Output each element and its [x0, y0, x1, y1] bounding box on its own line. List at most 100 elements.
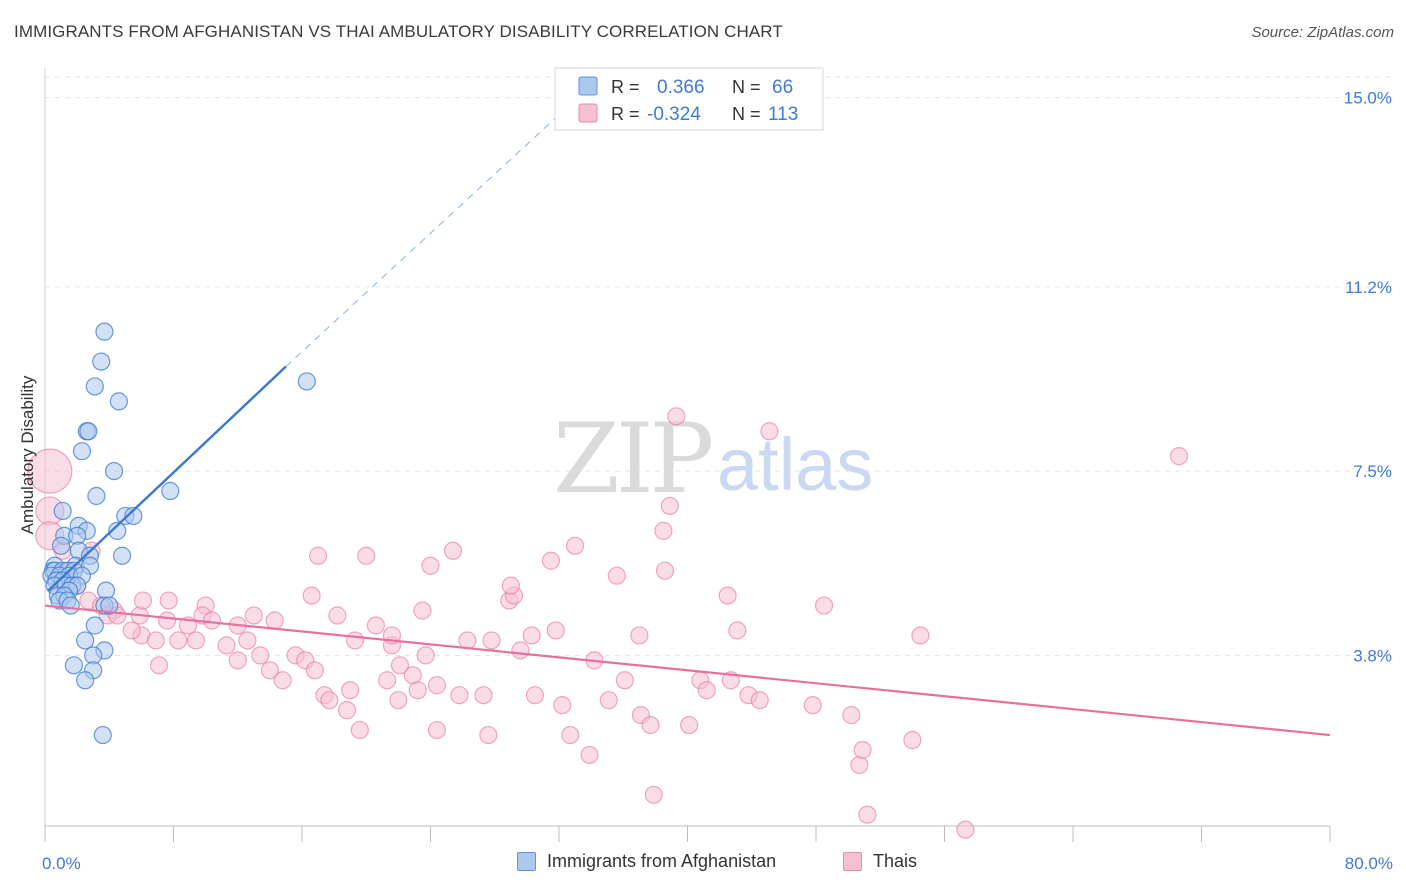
- thais-point: [760, 422, 779, 441]
- thais-point: [308, 546, 328, 565]
- legend-label-afghanistan: Immigrants from Afghanistan: [547, 851, 777, 871]
- thais-point: [814, 596, 834, 615]
- thais-point: [750, 691, 769, 710]
- legend-item-afghanistan: Immigrants from Afghanistan: [517, 851, 776, 872]
- thais-point: [320, 691, 339, 710]
- afghanistan-point: [85, 616, 104, 635]
- afghanistan-point: [72, 442, 92, 461]
- x-tick-label-max: 80.0%: [1345, 854, 1393, 873]
- thais-point: [159, 591, 178, 610]
- afghanistan-point: [96, 581, 116, 600]
- afghanistan-point: [161, 481, 180, 501]
- thais-point: [389, 691, 408, 710]
- thais-point: [850, 755, 869, 775]
- thais-point: [680, 715, 699, 735]
- afghanistan-point: [109, 392, 128, 411]
- thais-point: [858, 805, 877, 824]
- thais-point: [169, 631, 188, 650]
- thais-point: [202, 611, 222, 630]
- thais-point: [357, 546, 376, 565]
- legend-r-label-2: R =: [611, 104, 640, 124]
- legend-label-thais: Thais: [873, 851, 918, 871]
- thais-point: [479, 725, 498, 745]
- thais-point: [408, 681, 427, 700]
- thais-point: [615, 671, 634, 690]
- afghanistan-point: [76, 631, 95, 650]
- thais-point: [378, 671, 397, 690]
- thais-point: [565, 536, 585, 555]
- thais-point: [133, 591, 153, 610]
- thais-point: [390, 656, 410, 675]
- thais-point: [903, 730, 922, 750]
- thais-point: [238, 631, 257, 650]
- thais-point: [149, 656, 169, 675]
- afghanistan-trend-extension: [285, 92, 584, 367]
- y-tick-label-1: 7.5%: [1353, 462, 1392, 481]
- thais-point: [474, 686, 493, 705]
- thais-point: [122, 621, 141, 640]
- thais-point: [561, 725, 580, 745]
- legend-n-label-1: N =: [732, 77, 761, 97]
- x-tick-label-min: 0.0%: [42, 854, 81, 873]
- thais-point: [146, 631, 165, 650]
- thais-point: [366, 616, 385, 635]
- legend-n-value-2: 113: [768, 104, 798, 125]
- thais-point: [654, 521, 673, 540]
- thais-point: [511, 641, 530, 660]
- thais-point: [718, 586, 737, 605]
- legend-n-label-2: N =: [732, 104, 761, 124]
- thais-point: [228, 651, 247, 670]
- thais-point: [853, 740, 872, 760]
- afghanistan-point: [93, 725, 112, 745]
- thais-point: [660, 496, 679, 516]
- y-tick-label-0: 3.8%: [1353, 646, 1392, 665]
- thais-point: [630, 626, 649, 645]
- thais-point: [697, 681, 716, 700]
- thais-point: [525, 686, 545, 705]
- afghanistan-point: [51, 536, 71, 555]
- afghanistan-point: [76, 671, 95, 690]
- grid-lines: [45, 76, 1390, 656]
- axes: [44, 68, 1331, 842]
- thais-point: [416, 646, 435, 665]
- trend-lines: [44, 92, 1331, 737]
- afghanistan-point: [68, 526, 87, 545]
- thais-point: [273, 671, 292, 690]
- thais-point: [522, 626, 541, 645]
- legend-r-value-1: 0.366: [657, 77, 705, 98]
- thais-point: [421, 556, 440, 575]
- thais-point: [458, 631, 477, 650]
- thais-point: [251, 646, 270, 665]
- thais-point: [27, 448, 73, 494]
- thais-point: [450, 686, 469, 705]
- legend-swatch-thais: [843, 852, 862, 871]
- tick-labels: 3.8% 7.5% 11.2% 15.0% 0.0% 80.0%: [42, 89, 1393, 873]
- afghanistan-point: [64, 656, 84, 675]
- thais-point: [599, 691, 618, 710]
- legend-swatch-afghanistan: [517, 852, 536, 871]
- chart-title: IMMIGRANTS FROM AFGHANISTAN VS THAI AMBU…: [14, 22, 783, 41]
- afghanistan-point: [87, 486, 106, 506]
- watermark: ZIP atlas: [553, 403, 873, 515]
- thais-point: [655, 561, 675, 580]
- thais-point: [644, 785, 663, 804]
- thais-point: [413, 601, 432, 620]
- thais-point: [641, 715, 660, 735]
- thais-point: [501, 576, 520, 595]
- thais-point: [337, 701, 357, 720]
- thais-trend-line: [44, 604, 1331, 737]
- legend-top: R = 0.366 N = 66 R = -0.324 N = 113: [554, 67, 824, 131]
- thais-point: [157, 611, 177, 630]
- legend-r-label-1: R =: [611, 77, 640, 97]
- afghanistan-point: [79, 422, 98, 441]
- afghanistan-point: [104, 462, 124, 481]
- thais-point: [541, 551, 561, 570]
- thais-point: [443, 541, 463, 560]
- watermark-zip: ZIP: [553, 403, 712, 515]
- y-axis-label: Ambulatory Disability: [18, 375, 37, 534]
- afghanistan-point: [95, 322, 114, 341]
- thais-point: [302, 586, 321, 605]
- thais-point: [546, 621, 565, 640]
- thais-point: [427, 720, 447, 740]
